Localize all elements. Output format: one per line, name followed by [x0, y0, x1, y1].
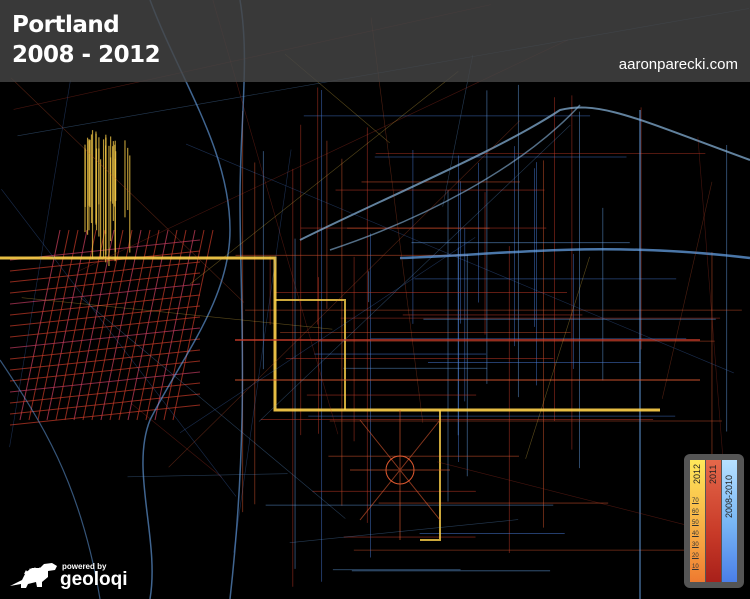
legend-bar-2008-2010 — [722, 460, 737, 582]
river-bank-track — [229, 0, 246, 599]
track-line — [73, 229, 115, 421]
track-line — [9, 250, 201, 272]
track-line — [189, 71, 459, 285]
track-line — [55, 229, 97, 421]
main-route-2012 — [420, 410, 441, 541]
track-line — [91, 229, 133, 421]
track-line — [9, 316, 201, 338]
credit-link[interactable]: aaronparecki.com — [618, 56, 738, 73]
track-line — [10, 77, 245, 303]
track-line — [118, 229, 160, 421]
freeway-track — [299, 106, 750, 241]
track-line — [9, 371, 201, 393]
river-bank-track — [142, 0, 231, 599]
track-line — [19, 229, 61, 421]
track-line — [9, 393, 201, 415]
track-circle — [385, 455, 415, 485]
track-line — [185, 143, 734, 374]
map-title: Portland 2008 - 2012 — [12, 10, 161, 70]
main-route-2012 — [0, 256, 660, 412]
track-line — [350, 410, 450, 540]
track-line — [9, 338, 201, 360]
track-line — [172, 229, 214, 421]
legend-tick: 20 — [692, 553, 699, 559]
color-legend: 2012 2011 2008-2010 70 60 50 40 30 20 10 — [684, 454, 744, 588]
track-line — [9, 294, 201, 316]
track-line — [233, 149, 292, 553]
legend-bar-2011 — [706, 460, 721, 582]
track-line — [9, 327, 201, 349]
legend-tick: 60 — [692, 509, 699, 515]
track-line — [154, 229, 196, 421]
track-line — [697, 137, 725, 479]
track-line — [21, 297, 333, 330]
powered-by-label: powered by — [62, 562, 107, 571]
legend-tick: 70 — [692, 498, 699, 504]
track-line — [131, 403, 223, 478]
legend-label-2011: 2011 — [708, 464, 718, 484]
track-line — [127, 473, 288, 478]
track-line — [9, 349, 201, 371]
legend-label-2012: 2012 — [692, 463, 702, 484]
track-line — [46, 229, 88, 421]
legend-tick: 10 — [692, 564, 699, 570]
legend-tick: 40 — [692, 531, 699, 537]
dinosaur-logo-icon — [10, 563, 57, 588]
track-line — [1, 188, 237, 497]
track-line — [9, 404, 201, 426]
title-years: 2008 - 2012 — [12, 42, 161, 68]
track-line — [437, 461, 727, 536]
track-line — [109, 229, 151, 421]
track-line — [163, 229, 205, 421]
legend-tick: 50 — [692, 520, 699, 526]
track-line — [179, 237, 476, 433]
track-line — [9, 305, 201, 327]
track-line — [28, 229, 70, 421]
track-line — [258, 124, 571, 422]
track-line — [9, 80, 71, 448]
track-line — [136, 229, 178, 421]
header-band: Portland 2008 - 2012 aaronparecki.com — [0, 0, 750, 82]
track-line — [9, 272, 201, 294]
main-route-2012 — [275, 299, 346, 410]
track-line — [9, 261, 201, 283]
track-line — [127, 229, 169, 421]
legend-bar-2012 — [690, 460, 705, 582]
track-line — [80, 297, 346, 519]
track-line — [289, 519, 519, 543]
title-city: Portland — [12, 12, 120, 38]
legend-tick: 30 — [692, 542, 699, 548]
geoloqi-brand: geoloqi — [60, 569, 128, 590]
track-line — [82, 229, 124, 421]
legend-label-2008-2010: 2008-2010 — [724, 474, 734, 518]
track-line — [168, 120, 520, 468]
track-line — [9, 283, 201, 305]
track-line — [525, 256, 590, 459]
track-line — [370, 17, 424, 423]
track-line — [0, 359, 101, 599]
freeway-track — [399, 248, 750, 260]
track-line — [9, 360, 201, 382]
freeway-track — [329, 104, 581, 251]
track-line — [661, 181, 713, 399]
